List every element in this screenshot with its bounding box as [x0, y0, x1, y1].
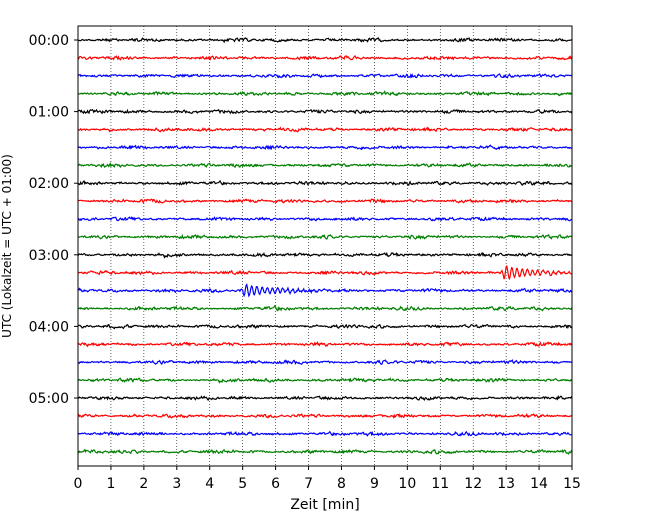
- x-tick-label: 10: [398, 476, 416, 492]
- trace-line: [77, 144, 573, 151]
- x-tick-label: 13: [497, 476, 515, 492]
- x-tick-label: 7: [304, 476, 313, 492]
- y-tick-label: 03:00: [29, 248, 69, 264]
- trace-line: [77, 108, 573, 115]
- trace-line: [77, 90, 573, 97]
- trace-line: [77, 55, 573, 61]
- y-tick-label: 05:00: [29, 391, 69, 407]
- trace-line: [77, 304, 573, 312]
- x-tick-label: 6: [271, 476, 280, 492]
- trace-line: [77, 377, 573, 384]
- y-tick-label: 04:00: [29, 319, 69, 335]
- trace-line: [77, 179, 573, 186]
- x-tick-label: 11: [431, 476, 449, 492]
- trace-line: [77, 448, 573, 455]
- y-tick-label: 02:00: [29, 176, 69, 192]
- trace-line: [77, 233, 573, 240]
- trace-line: [77, 341, 573, 348]
- trace-line: [77, 359, 573, 366]
- trace-line: [77, 126, 573, 133]
- x-tick-label: 15: [563, 476, 581, 492]
- seismogram-traces: [77, 37, 573, 455]
- trace-line: [77, 251, 573, 259]
- x-tick-label: 9: [370, 476, 379, 492]
- x-tick-label: 5: [238, 476, 247, 492]
- x-tick-label: 0: [74, 476, 83, 492]
- y-axis-ticks: 00:00 01:00 02:00 03:00 04:00 05:00: [29, 33, 78, 407]
- trace-line: [77, 216, 573, 222]
- y-tick-label: 01:00: [29, 105, 69, 121]
- trace-line: [77, 412, 573, 419]
- trace-line: [77, 198, 573, 204]
- y-tick-label: 00:00: [29, 33, 69, 49]
- trace-line: [77, 283, 573, 298]
- plot-frame: [77, 25, 573, 467]
- x-tick-label: 12: [464, 476, 482, 492]
- trace-line: [77, 162, 573, 169]
- x-axis-ticks: 0 1 2 3 4 5 6 7 8 9 10 11 12 13 14 15: [74, 466, 581, 492]
- x-tick-label: 1: [106, 476, 115, 492]
- y-axis-label: UTC (Lokalzeit = UTC + 01:00): [0, 154, 14, 338]
- trace-line: [77, 323, 573, 330]
- x-tick-label: 3: [172, 476, 181, 492]
- vertical-grid: [110, 26, 540, 466]
- trace-line: [77, 394, 573, 401]
- x-tick-label: 14: [530, 476, 548, 492]
- x-tick-label: 4: [205, 476, 214, 492]
- trace-line: [77, 72, 573, 79]
- trace-line: [77, 37, 573, 44]
- x-axis-label: Zeit [min]: [290, 497, 359, 513]
- x-tick-label: 8: [337, 476, 346, 492]
- trace-line: [77, 264, 573, 281]
- trace-line: [77, 430, 573, 437]
- x-tick-label: 2: [139, 476, 148, 492]
